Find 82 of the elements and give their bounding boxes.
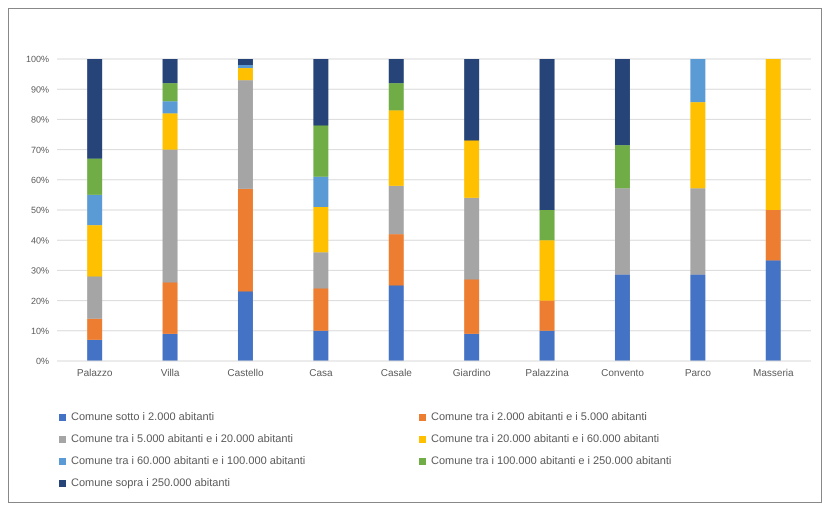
bar xyxy=(87,340,102,361)
bar xyxy=(388,234,404,286)
bar xyxy=(238,68,253,80)
x-tick-label: Parco xyxy=(684,368,712,380)
x-tick-label: Casa xyxy=(309,368,334,380)
legend-label: Comune tra i 5.000 abitanti e i 20.000 abitanti xyxy=(71,433,293,445)
bar xyxy=(238,59,253,66)
bar xyxy=(614,274,630,361)
bar xyxy=(388,83,404,110)
y-tick-label: 50% xyxy=(30,205,49,216)
bar xyxy=(238,292,253,361)
bar xyxy=(614,59,630,146)
bar xyxy=(766,59,781,210)
legend-label: Comune tra i 60.000 abitanti e i 100.000 abitanti xyxy=(71,455,306,467)
bar xyxy=(388,59,404,84)
y-tick-label: 80% xyxy=(30,114,49,125)
bar xyxy=(313,59,328,126)
y-tick-label: 60% xyxy=(30,174,49,185)
bar xyxy=(766,210,781,260)
y-tick-label: 100% xyxy=(26,54,49,64)
bar xyxy=(690,59,706,102)
bar xyxy=(464,59,480,141)
x-tick-label: Palazzina xyxy=(525,368,570,380)
y-tick-label: 20% xyxy=(30,296,49,306)
bar xyxy=(690,188,706,275)
y-tick-label: 30% xyxy=(30,266,49,276)
bar xyxy=(464,140,480,198)
y-tick-label: 10% xyxy=(30,326,49,336)
bar xyxy=(162,83,178,102)
y-tick-label: 0% xyxy=(36,356,49,366)
bar xyxy=(238,80,253,189)
bar xyxy=(766,260,781,361)
bar xyxy=(540,240,555,301)
legend-label: Comune tra i 20.000 abitanti e i 60.000 abitanti xyxy=(431,433,660,445)
y-tick-label: 70% xyxy=(30,144,49,155)
bar xyxy=(464,279,480,334)
bar xyxy=(540,59,555,210)
bar xyxy=(540,300,555,331)
bar xyxy=(162,282,178,334)
bar xyxy=(388,286,404,361)
bar xyxy=(87,318,102,340)
x-tick-label: Castello xyxy=(227,368,264,380)
legend-label: Comune sotto i 2.000 abitanti xyxy=(71,411,214,423)
bar xyxy=(464,198,480,280)
bar xyxy=(313,288,328,331)
bar xyxy=(87,276,102,319)
legend-label: Comune tra i 2.000 abitanti e i 5.000 abitanti xyxy=(431,411,647,423)
bar xyxy=(313,206,328,252)
bar xyxy=(87,194,102,226)
bar xyxy=(614,188,630,275)
bar xyxy=(313,125,328,177)
x-tick-label: Giardino xyxy=(452,368,492,380)
bar xyxy=(162,113,178,150)
bar xyxy=(162,150,178,282)
x-tick-label: Villa xyxy=(160,368,180,380)
bar xyxy=(540,210,555,240)
x-tick-label: Casale xyxy=(380,368,412,380)
y-tick-label: 40% xyxy=(30,235,49,246)
x-tick-label: Convento xyxy=(601,368,644,380)
bar xyxy=(690,102,706,188)
bar xyxy=(313,176,328,207)
bar xyxy=(162,101,178,114)
x-tick-label: Palazzo xyxy=(76,368,113,380)
bar xyxy=(388,110,404,186)
bar xyxy=(87,158,102,195)
x-tick-label: Masseria xyxy=(753,368,794,380)
bar xyxy=(162,59,178,84)
bar xyxy=(540,330,555,361)
bar xyxy=(87,225,102,276)
legend-label: Comune tra i 100.000 abitanti e i 250.000 abitanti xyxy=(431,455,672,467)
bar xyxy=(313,252,328,289)
bar xyxy=(238,188,253,292)
legend-label: Comune sopra i 250.000 abitanti xyxy=(71,477,230,489)
bar xyxy=(690,274,706,361)
bar xyxy=(614,145,630,188)
bar xyxy=(388,186,404,234)
y-tick-label: 90% xyxy=(30,84,49,94)
bar xyxy=(87,59,102,159)
bar xyxy=(313,330,328,361)
bar xyxy=(464,334,480,361)
bar xyxy=(238,65,253,68)
bar xyxy=(162,334,178,361)
